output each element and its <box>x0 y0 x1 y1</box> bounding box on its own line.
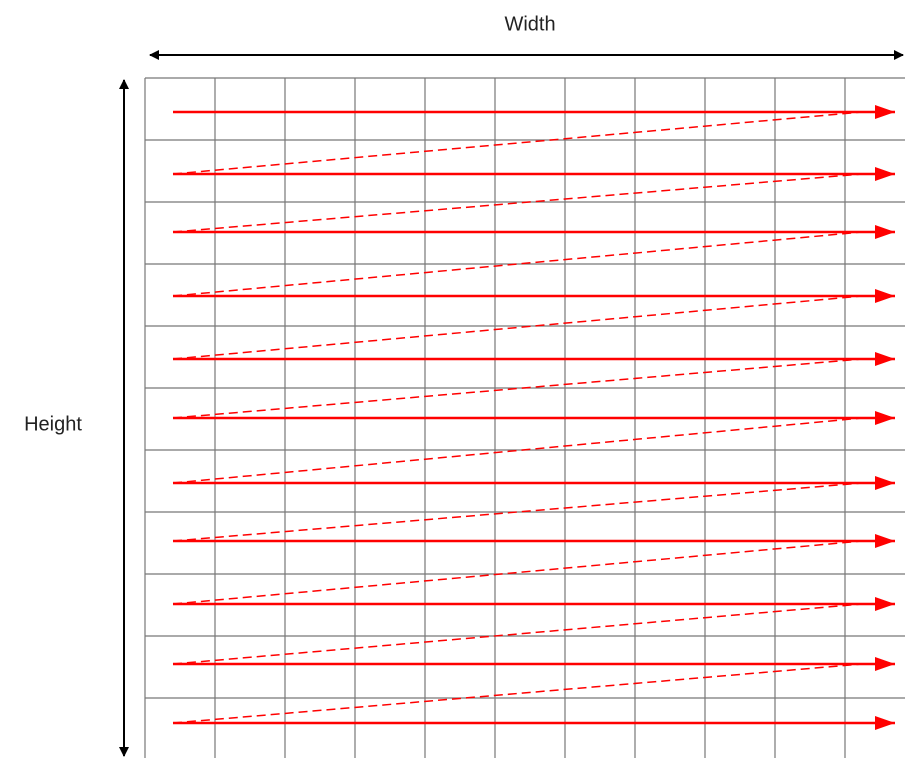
retrace-line <box>172 173 863 233</box>
retrace-line <box>172 231 863 297</box>
retrace-line <box>172 417 863 484</box>
retrace-line <box>172 295 863 360</box>
height-label: Height <box>24 413 82 435</box>
retrace-line <box>172 663 863 724</box>
retrace-line <box>172 482 863 542</box>
scan-lines <box>172 105 895 730</box>
retrace-line <box>172 540 863 605</box>
width-label: Width <box>504 13 555 35</box>
retrace-line <box>172 111 863 175</box>
retrace-line <box>172 358 863 419</box>
retrace-line <box>172 603 863 665</box>
